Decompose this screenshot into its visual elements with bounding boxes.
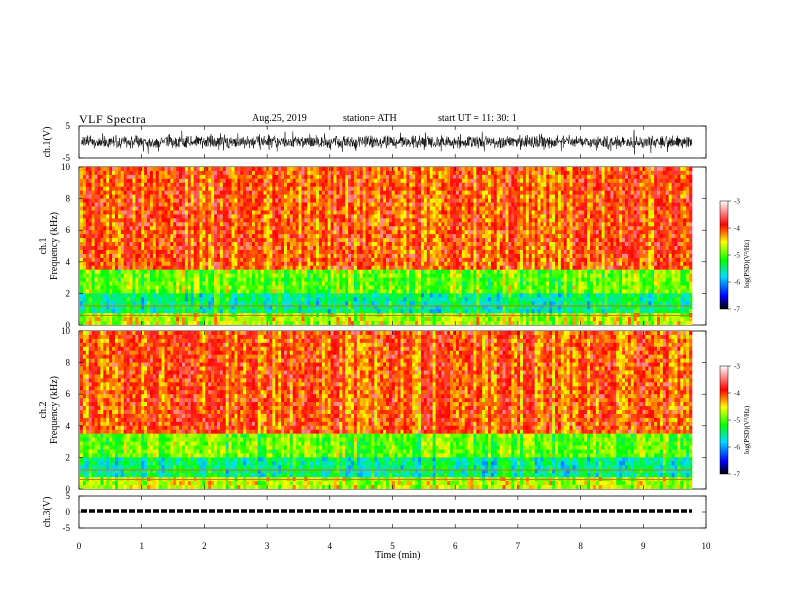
y-axis-label: Frequency (kHz) — [49, 212, 60, 280]
x-tick-label: 9 — [641, 541, 646, 551]
y-tick-label: 2 — [66, 288, 71, 298]
y-tick-label: 6 — [66, 389, 71, 399]
colorbar-tick-label: -7 — [734, 471, 740, 479]
chart-title: VLF Spectra — [79, 112, 147, 126]
ch1-colorbar-label: log(PSD)(V²/Hz) — [743, 239, 751, 288]
y-tick-label: 8 — [66, 194, 71, 204]
colorbar-tick-label: -6 — [734, 279, 740, 287]
x-tick-label: 1 — [139, 541, 144, 551]
x-tick-label: 3 — [265, 541, 270, 551]
ch2-colorbar-label: log(PSD)(V²/Hz) — [743, 405, 751, 454]
y-axis-label: ch.1(V) — [42, 127, 53, 158]
start-time-label: start UT = 11: 30: 1 — [438, 113, 517, 124]
x-tick-label: 6 — [453, 541, 458, 551]
x-tick-label: 0 — [77, 541, 82, 551]
y-tick-label: 0 — [66, 484, 71, 494]
y-tick-label: 5 — [66, 491, 71, 501]
x-tick-label: 10 — [702, 541, 712, 551]
colorbar-tick-label: -5 — [734, 417, 740, 425]
y-tick-label: 0 — [66, 507, 71, 517]
y-tick-label: -5 — [63, 153, 71, 163]
y-tick-label: 4 — [66, 421, 71, 431]
y-tick-label: 5 — [66, 121, 71, 131]
y-tick-label: 0 — [66, 320, 71, 330]
ch1-colorbar: -3 -4 -5 -6 -7 log(PSD)(V²/Hz) — [719, 198, 751, 314]
channel-label: ch.2 — [38, 402, 49, 419]
y-tick-label: 8 — [66, 358, 71, 368]
ch1-spectrogram-image — [80, 167, 693, 325]
x-tick-label: 7 — [516, 541, 521, 551]
channel-label: ch.1 — [38, 238, 49, 255]
colorbar-tick-label: -4 — [734, 225, 740, 233]
ch2-colorbar: -3 -4 -5 -6 -7 log(PSD)(V²/Hz) — [719, 363, 751, 479]
ch1-waveform-line — [80, 130, 693, 155]
x-tick-label: 5 — [390, 541, 395, 551]
ch2-spectrogram-image — [80, 331, 693, 489]
y-tick-label: 4 — [66, 257, 71, 267]
y-tick-label: -5 — [63, 523, 71, 533]
y-tick-label: 2 — [66, 452, 71, 462]
y-axis-label: ch.3(V) — [42, 497, 53, 528]
colorbar-tick-label: -3 — [734, 363, 740, 371]
ch1-waveform-trace — [80, 130, 693, 155]
x-tick-label: 2 — [202, 541, 207, 551]
colorbar-tick-label: -7 — [734, 306, 740, 314]
x-axis-label: Time (min) — [375, 550, 420, 561]
y-tick-label: 6 — [66, 225, 71, 235]
x-tick-label: 4 — [328, 541, 333, 551]
colorbar-tick-label: -6 — [734, 444, 740, 452]
station-label: station= ATH — [343, 113, 397, 124]
y-tick-label: 10 — [61, 326, 71, 336]
colorbar-tick-label: -3 — [734, 198, 740, 206]
date-label: Aug.25, 2019 — [252, 113, 307, 124]
y-tick-label: 10 — [61, 162, 71, 172]
time-axis: 0 1 2 3 4 5 6 7 8 9 10 — [77, 126, 711, 551]
colorbar-tick-label: -5 — [734, 252, 740, 260]
colorbar-tick-label: -4 — [734, 390, 740, 398]
y-axis-label: Frequency (kHz) — [49, 376, 60, 444]
x-tick-label: 8 — [578, 541, 583, 551]
